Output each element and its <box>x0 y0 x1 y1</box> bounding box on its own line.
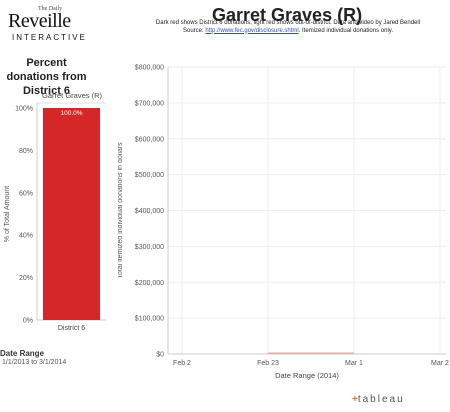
date-range-label: Date Range <box>0 349 45 358</box>
x-tick-label: Feb 2 <box>173 360 191 367</box>
percent-bar-chart: Garret Graves (R) 0% 20% 40% 60% 80% 100% % of … <box>4 91 106 332</box>
y-tick-label: $800,000 <box>135 65 164 72</box>
y-tick-label: 100% <box>15 106 33 113</box>
x-tick-label: Mar 1 <box>345 360 363 367</box>
page-subtitle: Dark red shows District 6 donations, lig… <box>128 20 448 35</box>
y-tick-label: $600,000 <box>135 136 164 143</box>
bar-data-label: 100.0% <box>60 110 82 117</box>
logo-sub-text: INTERACTIVE <box>12 33 87 42</box>
y-tick-label: $400,000 <box>135 208 164 215</box>
y-tick-label: $700,000 <box>135 100 164 107</box>
y-tick-label: 20% <box>19 275 33 282</box>
reveille-logo[interactable]: The Daily Reveille INTERACTIVE <box>8 6 98 54</box>
subtitle-line1: Dark red shows District 6 donations, lig… <box>155 20 421 26</box>
tableau-wordmark: tableau <box>357 394 405 405</box>
y-tick-label: $500,000 <box>135 172 164 179</box>
logo-main-text: Reveille <box>8 10 71 32</box>
column-header: Garret Graves (R) <box>42 91 103 100</box>
left-chart-title: Percent donations from District 6 <box>6 57 87 97</box>
x-axis-label: Date Range (2014) <box>275 371 339 380</box>
tableau-logo[interactable]: +tableau <box>352 394 405 405</box>
y-tick-label: 80% <box>19 148 33 155</box>
y-tick-label: $200,000 <box>135 280 164 287</box>
y-tick-label: $100,000 <box>135 316 164 323</box>
x-tick-label: Mar 2 <box>431 360 449 367</box>
y-tick-label: $0 <box>156 352 164 359</box>
x-tick-label: Feb 23 <box>257 360 279 367</box>
bar-district-6 <box>43 108 100 320</box>
y-tick-label: 60% <box>19 190 33 197</box>
y-tick-label: 0% <box>23 318 33 325</box>
y-tick-label: $300,000 <box>135 244 164 251</box>
source-link[interactable]: http://www.fec.gov/disclosure.shtml <box>205 27 299 34</box>
subtitle-tail: . Itemized individual donations only. <box>298 27 393 34</box>
tableau-plus-icon: + <box>352 394 358 405</box>
date-range-value[interactable]: 1/1/2013 to 3/1/2014 <box>2 359 67 366</box>
y-axis-label: % of Total Amount <box>4 186 11 242</box>
donations-area-chart: $0 $100,000 $200,000 $300,000 $400,000 $500,0… <box>118 65 449 381</box>
y-tick-label: 40% <box>19 233 33 240</box>
subtitle-source-label: Source: <box>182 27 204 34</box>
series-area <box>268 353 354 354</box>
x-category-label: District 6 <box>58 325 85 332</box>
logo-small-text: The Daily <box>38 6 63 12</box>
page-title: Garret Graves (R) <box>212 5 363 25</box>
y-axis-label: Total itemized individual donations in d… <box>118 142 124 279</box>
